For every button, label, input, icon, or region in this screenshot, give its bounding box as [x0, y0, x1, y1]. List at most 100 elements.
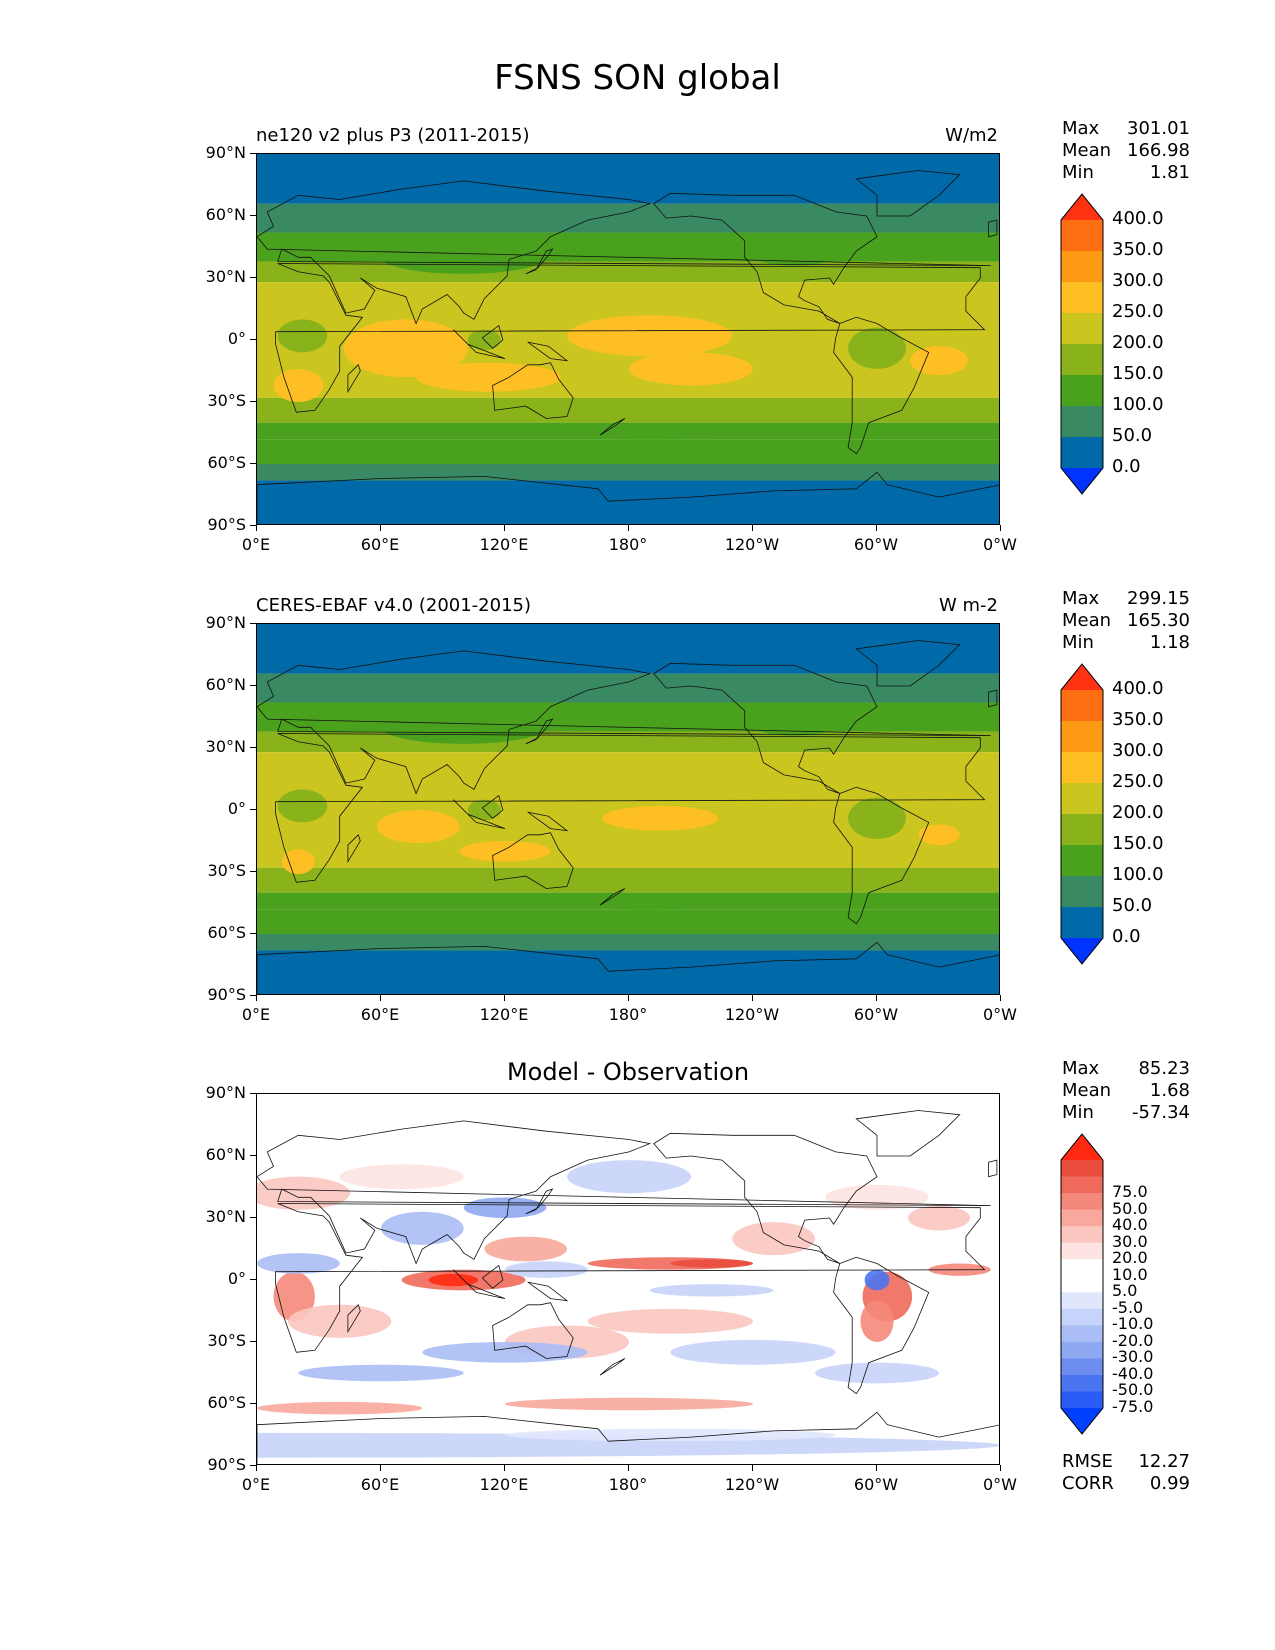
colorbar-label: 350.0	[1112, 239, 1164, 260]
lat-tick	[250, 1155, 256, 1156]
colorbar-label: 250.0	[1112, 301, 1164, 322]
colorbar-label: -30.0	[1112, 1347, 1154, 1367]
lon-label: 180°	[608, 1475, 648, 1494]
lat-tick	[250, 995, 256, 996]
lon-label: 0°E	[241, 535, 271, 554]
colorbar-label: 10.0	[1112, 1264, 1148, 1284]
lon-tick	[256, 995, 257, 1001]
stats-box: Max 301.01 Mean 166.98 Min 1.81	[1062, 118, 1190, 184]
lat-tick	[250, 1465, 256, 1466]
colorbar: 0.0 50.0 100.0 150.0 200.0 250.0 300.0 350.0 400…	[1060, 663, 1164, 969]
lat-label: 90°S	[207, 985, 246, 1004]
colorbar-label: 100.0	[1112, 864, 1164, 885]
lat-label: 60°N	[205, 205, 246, 224]
colorbar-label: 150.0	[1112, 833, 1164, 854]
lat-label: 30°N	[205, 737, 246, 756]
colorbar-label: 250.0	[1112, 771, 1164, 792]
lon-tick	[1000, 525, 1001, 531]
stat-value: -57.34	[1131, 1102, 1190, 1123]
colorbar-svg	[1060, 1133, 1104, 1435]
colorbar-label: 50.0	[1112, 425, 1153, 446]
lon-tick	[628, 1465, 629, 1471]
colorbar: -75.0 -50.0 -40.0 -30.0 -20.0 -10.0 -5.0 5.0 10.…	[1060, 1133, 1153, 1439]
stat-key: Max	[1062, 588, 1100, 609]
panel-difference: Model - Observation 90°N 60°N 30°N 0° 30°S 60°…	[0, 940, 1275, 1494]
lon-label: 120°W	[724, 1475, 780, 1494]
colorbar-label: 300.0	[1112, 740, 1164, 761]
stat-key: Mean	[1062, 610, 1112, 631]
lon-label: 0°E	[241, 1005, 271, 1024]
lat-label: 30°N	[205, 267, 246, 286]
lon-label: 120°E	[479, 535, 529, 554]
lon-tick	[380, 525, 381, 531]
lat-label: 30°N	[205, 1207, 246, 1226]
lat-label: 90°N	[205, 1083, 246, 1102]
colorbar-label: 75.0	[1112, 1182, 1148, 1202]
lat-tick	[250, 809, 256, 810]
map-svg	[257, 1094, 999, 1464]
lat-label: 60°S	[207, 1393, 246, 1412]
stat-value: 299.15	[1127, 588, 1190, 609]
lat-label: 30°S	[207, 1331, 246, 1350]
colorbar-label: 20.0	[1112, 1248, 1148, 1268]
lon-label: 60°W	[853, 535, 899, 554]
lon-label: 0°W	[983, 535, 1017, 554]
stat-value: 165.30	[1127, 610, 1190, 631]
colorbar-label: -5.0	[1112, 1297, 1144, 1317]
lat-tick	[250, 277, 256, 278]
colorbar-label: 300.0	[1112, 270, 1164, 291]
lat-label: 90°N	[205, 143, 246, 162]
colorbar-label: -75.0	[1112, 1397, 1154, 1416]
stat-key: Max	[1062, 118, 1100, 139]
colorbar-label: 400.0	[1112, 208, 1164, 229]
stat-value: 1.18	[1149, 632, 1190, 653]
lat-tick	[250, 871, 256, 872]
lat-label: 90°N	[205, 613, 246, 632]
map-svg	[257, 154, 999, 524]
lat-tick	[250, 1403, 256, 1404]
lon-tick	[752, 525, 753, 531]
lon-tick	[628, 995, 629, 1001]
stat-key: Min	[1062, 632, 1094, 653]
lat-tick	[250, 1093, 256, 1094]
lon-tick	[752, 995, 753, 1001]
colorbar-label: -50.0	[1112, 1380, 1154, 1400]
colorbar-label: 350.0	[1112, 709, 1164, 730]
colorbar-label: 40.0	[1112, 1215, 1148, 1235]
footer-key: RMSE	[1062, 1451, 1113, 1472]
lat-label: 60°N	[205, 675, 246, 694]
lon-label: 0°W	[983, 1475, 1017, 1494]
lon-label: 120°E	[479, 1005, 529, 1024]
colorbar-label: 50.0	[1112, 1198, 1148, 1218]
colorbar-label: 0.0	[1112, 456, 1141, 477]
stat-row: Mean 165.30	[1062, 610, 1190, 632]
colorbar-label: 150.0	[1112, 363, 1164, 384]
colorbar-label: 200.0	[1112, 332, 1164, 353]
footer-row: CORR 0.99	[1062, 1473, 1190, 1495]
colorbar-label: 0.0	[1112, 926, 1141, 947]
map-plot	[256, 153, 1000, 525]
lon-tick	[504, 525, 505, 531]
lat-tick	[250, 685, 256, 686]
lon-tick	[876, 1465, 877, 1471]
stat-value: 1.81	[1149, 162, 1190, 183]
lat-label: 90°S	[207, 1455, 246, 1474]
stat-row: Min 1.81	[1062, 162, 1190, 184]
lon-tick	[380, 995, 381, 1001]
lon-label: 60°E	[360, 535, 400, 554]
panel-observation: CERES-EBAF v4.0 (2001-2015) W m-2 90°N 60°N…	[0, 470, 1275, 1024]
lat-tick	[250, 339, 256, 340]
lat-label: 0°	[227, 799, 246, 818]
stat-key: Min	[1062, 162, 1094, 183]
stat-row: Mean 166.98	[1062, 140, 1190, 162]
lon-label: 0°W	[983, 1005, 1017, 1024]
lon-label: 120°W	[724, 535, 780, 554]
lon-label: 60°W	[853, 1005, 899, 1024]
stat-value: 166.98	[1127, 140, 1190, 161]
lat-tick	[250, 401, 256, 402]
stat-row: Min 1.18	[1062, 632, 1190, 654]
lon-tick	[876, 525, 877, 531]
map-plot	[256, 1093, 1000, 1465]
stat-key: Max	[1062, 1058, 1100, 1079]
lat-tick	[250, 525, 256, 526]
